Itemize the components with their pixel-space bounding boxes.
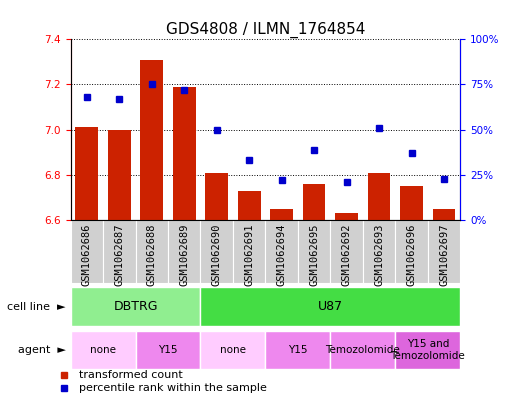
Text: GSM1062686: GSM1062686 [82,223,92,286]
Bar [395,331,460,369]
Bar [75,127,98,220]
Bar [200,220,233,283]
Text: none: none [90,345,116,355]
Text: GSM1062695: GSM1062695 [309,223,319,286]
Bar [200,331,266,369]
Bar [303,184,325,220]
Text: Y15: Y15 [158,345,178,355]
Text: GSM1062693: GSM1062693 [374,223,384,286]
Text: GSM1062688: GSM1062688 [147,223,157,286]
Text: agent  ►: agent ► [17,345,65,355]
Bar [135,220,168,283]
Text: GSM1062697: GSM1062697 [439,223,449,286]
Title: GDS4808 / ILMN_1764854: GDS4808 / ILMN_1764854 [166,22,365,38]
Bar [266,331,331,369]
Text: cell line  ►: cell line ► [7,301,65,312]
Bar [200,287,460,326]
Bar [368,173,391,220]
Bar [395,220,428,283]
Bar [135,331,200,369]
Bar [298,220,331,283]
Bar [233,220,266,283]
Bar [270,209,293,220]
Text: transformed count: transformed count [78,370,183,380]
Bar [103,220,135,283]
Text: GSM1062689: GSM1062689 [179,223,189,286]
Bar [168,220,200,283]
Bar [266,220,298,283]
Text: DBTRG: DBTRG [113,300,158,313]
Text: none: none [220,345,246,355]
Bar [400,186,423,220]
Text: Y15: Y15 [288,345,308,355]
Text: percentile rank within the sample: percentile rank within the sample [78,383,267,393]
Bar [173,87,196,220]
Bar [140,60,163,220]
Bar [335,213,358,220]
Bar [71,220,103,283]
Text: GSM1062696: GSM1062696 [406,223,416,286]
Bar [71,331,135,369]
Bar [428,220,460,283]
Text: GSM1062691: GSM1062691 [244,223,254,286]
Text: Y15 and
Temozolomide: Y15 and Temozolomide [390,339,465,360]
Text: GSM1062690: GSM1062690 [212,223,222,286]
Bar [331,331,395,369]
Bar [363,220,395,283]
Bar [108,130,131,220]
Text: GSM1062687: GSM1062687 [115,223,124,286]
Text: Temozolomide: Temozolomide [325,345,400,355]
Bar [206,173,228,220]
Bar [238,191,260,220]
Bar [433,209,456,220]
Bar [71,287,200,326]
Text: U87: U87 [318,300,343,313]
Text: GSM1062692: GSM1062692 [342,223,351,286]
Bar [331,220,363,283]
Text: GSM1062694: GSM1062694 [277,223,287,286]
